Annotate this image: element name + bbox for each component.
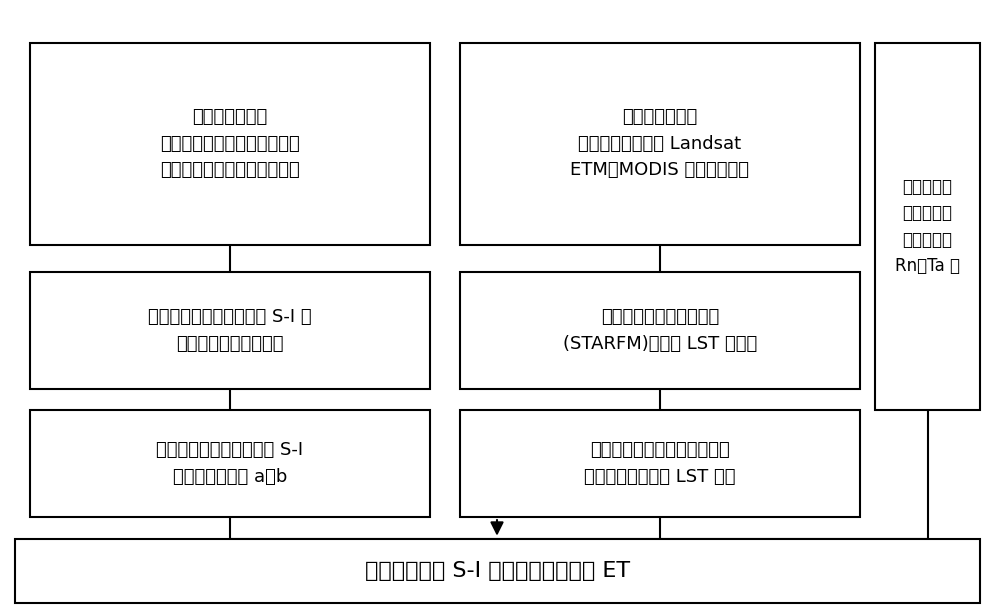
Text: 利用至少两年试验资料对 S-I 模
型进行参数标定和确定: 利用至少两年试验资料对 S-I 模 型进行参数标定和确定 <box>148 308 312 353</box>
Text: 确定该作物基于遥感数据融合
的高时空分辨率的 LST 数据: 确定该作物基于遥感数据融合 的高时空分辨率的 LST 数据 <box>584 441 736 486</box>
FancyBboxPatch shape <box>30 272 430 389</box>
FancyBboxPatch shape <box>875 43 980 410</box>
FancyBboxPatch shape <box>15 539 980 603</box>
Text: 利用时空自适应融合算法
(STARFM)对二者 LST 数据融: 利用时空自适应融合算法 (STARFM)对二者 LST 数据融 <box>563 308 757 353</box>
FancyBboxPatch shape <box>460 410 860 517</box>
FancyBboxPatch shape <box>30 43 430 245</box>
Text: 确定该作物在本地区基于 S-I
模型的特征参数 a、b: 确定该作物在本地区基于 S-I 模型的特征参数 a、b <box>156 441 304 486</box>
Text: 区域遥感信息：
获取作物生育期内 Landsat
ETM＋MODIS 卫星遥感数据: 区域遥感信息： 获取作物生育期内 Landsat ETM＋MODIS 卫星遥感数… <box>570 108 750 179</box>
FancyBboxPatch shape <box>30 410 430 517</box>
Text: 基于标参后的 S-I 模型估算灌区作物 ET: 基于标参后的 S-I 模型估算灌区作物 ET <box>365 561 630 581</box>
FancyBboxPatch shape <box>460 272 860 389</box>
FancyBboxPatch shape <box>460 43 860 245</box>
Text: 区域内气象
局常规观测
气象数据：
Rn、Ta 等: 区域内气象 局常规观测 气象数据： Rn、Ta 等 <box>895 178 960 275</box>
Text: 田间试验观测：
获取作物生育期内田间气象信
息、土壤墒情和作物生长信息: 田间试验观测： 获取作物生育期内田间气象信 息、土壤墒情和作物生长信息 <box>160 108 300 179</box>
